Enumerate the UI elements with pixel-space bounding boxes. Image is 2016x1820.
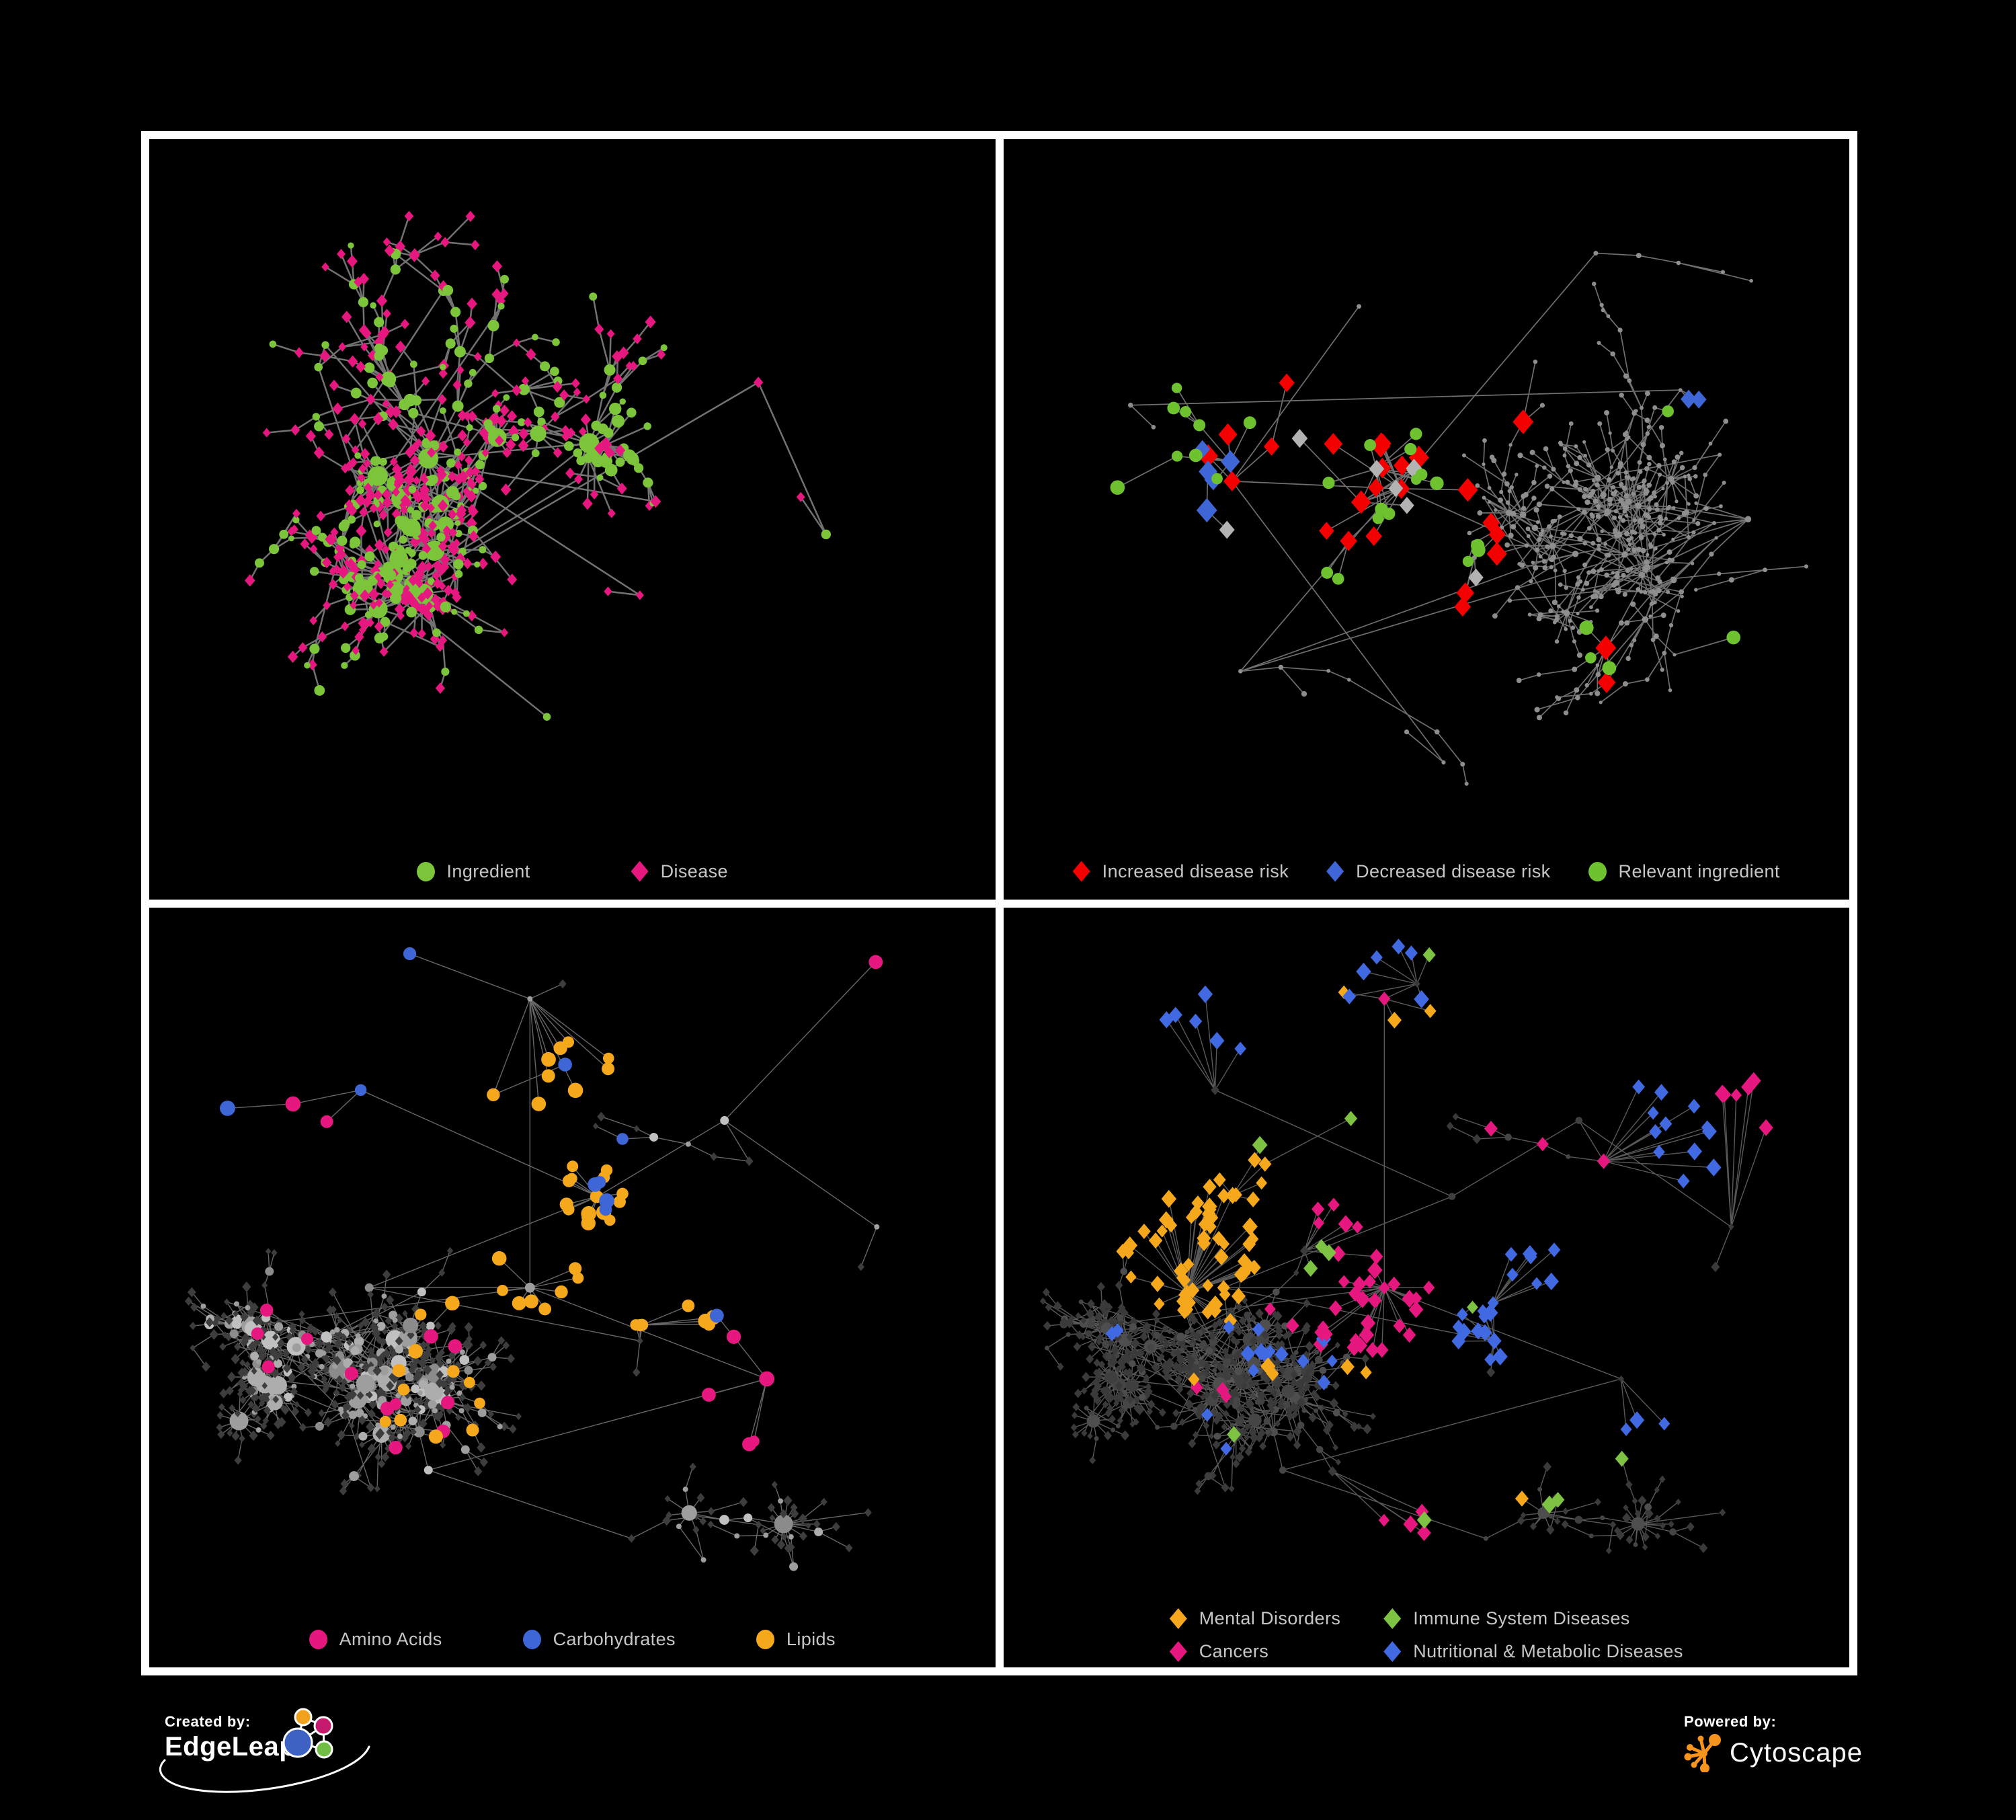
diamond-icon <box>1072 861 1090 882</box>
legend-label: Decreased disease risk <box>1356 861 1551 881</box>
legend-item-increased-disease-risk: Increased disease risk <box>1072 861 1289 882</box>
diamond-icon <box>1169 1608 1187 1629</box>
legend-item-nutritional-metabolic-diseases: Nutritional & Metabolic Diseases <box>1383 1641 1683 1662</box>
network-graph-disease-risk <box>1110 251 1808 786</box>
legend-label: Nutritional & Metabolic Diseases <box>1413 1641 1683 1661</box>
circle-icon <box>309 1630 327 1649</box>
diamond-icon <box>1326 861 1344 882</box>
circle-icon <box>416 861 435 881</box>
legend-label: Ingredient <box>446 861 530 881</box>
legend-label: Immune System Diseases <box>1413 1608 1630 1628</box>
legend-label: Relevant ingredient <box>1618 861 1780 881</box>
legend-ingredient-disease: Ingredient Disease <box>149 861 996 882</box>
panel-chemical-classes: Amino Acids Carbohydrates Lipids <box>149 907 996 1667</box>
legend-item-ingredient: Ingredient <box>416 861 530 882</box>
circle-icon <box>522 1630 541 1649</box>
diamond-icon <box>1169 1641 1187 1662</box>
edgeleap-logo-mark <box>282 1708 333 1759</box>
created-by-block: Created by: EdgeLeap <box>159 1708 407 1814</box>
panel-disease-categories: Mental Disorders Immune System Diseases Ca… <box>1003 907 1850 1667</box>
panel-frame: Ingredient Disease Increased disease risk… <box>141 131 1857 1675</box>
circle-icon <box>1588 861 1607 881</box>
network-graph-ingredient-disease <box>245 210 832 721</box>
legend-item-amino-acids: Amino Acids <box>309 1629 442 1650</box>
network-graph-disease-categories <box>1039 938 1773 1554</box>
cytoscape-wordmark: Cytoscape <box>1730 1737 1863 1768</box>
cytoscape-logo-icon <box>1684 1734 1721 1772</box>
legend-disease-categories: Mental Disorders Immune System Diseases Ca… <box>1004 1608 1850 1662</box>
edgeleap-wordmark: EdgeLeap <box>165 1732 296 1762</box>
powered-by-label: Powered by: <box>1684 1713 1777 1730</box>
panel-grid: Ingredient Disease Increased disease risk… <box>141 131 1857 1675</box>
diamond-icon <box>1383 1608 1402 1629</box>
diamond-icon <box>1383 1641 1402 1662</box>
panel-disease-risk: Increased disease risk Decreased disease … <box>1003 139 1850 900</box>
legend-label: Carbohydrates <box>553 1629 676 1649</box>
edgeleap-node-magenta <box>313 1716 333 1736</box>
legend-label: Increased disease risk <box>1102 861 1289 881</box>
edgeleap-node-orange <box>294 1708 313 1727</box>
cytoscape-logo-row: Cytoscape <box>1684 1733 1980 1772</box>
legend-label: Lipids <box>786 1629 836 1649</box>
panel-ingredient-disease: Ingredient Disease <box>149 139 996 900</box>
legend-label: Amino Acids <box>339 1629 442 1649</box>
legend-item-lipids: Lipids <box>756 1629 836 1650</box>
legend-label: Disease <box>660 861 728 881</box>
legend-item-disease: Disease <box>631 861 728 882</box>
powered-by-block: Powered by: Cytoscape <box>1684 1713 1980 1772</box>
legend-disease-risk: Increased disease risk Decreased disease … <box>1004 861 1850 882</box>
circle-icon <box>756 1630 774 1649</box>
legend-item-cancers: Cancers <box>1169 1641 1269 1662</box>
legend-item-mental-disorders: Mental Disorders <box>1169 1608 1341 1629</box>
edgeleap-node-blue <box>282 1727 313 1758</box>
created-by-label: Created by: <box>165 1713 251 1730</box>
legend-label: Cancers <box>1199 1641 1269 1661</box>
network-graph-chemical-classes <box>184 947 883 1571</box>
legend-chemical-classes: Amino Acids Carbohydrates Lipids <box>149 1629 996 1650</box>
legend-item-carbohydrates: Carbohydrates <box>522 1629 676 1650</box>
legend-item-relevant-ingredient: Relevant ingredient <box>1588 861 1780 882</box>
diamond-icon <box>631 861 649 882</box>
legend-label: Mental Disorders <box>1199 1608 1341 1628</box>
edgeleap-node-green <box>315 1740 333 1759</box>
legend-item-decreased-disease-risk: Decreased disease risk <box>1326 861 1550 882</box>
legend-item-immune-system-diseases: Immune System Diseases <box>1383 1608 1629 1629</box>
